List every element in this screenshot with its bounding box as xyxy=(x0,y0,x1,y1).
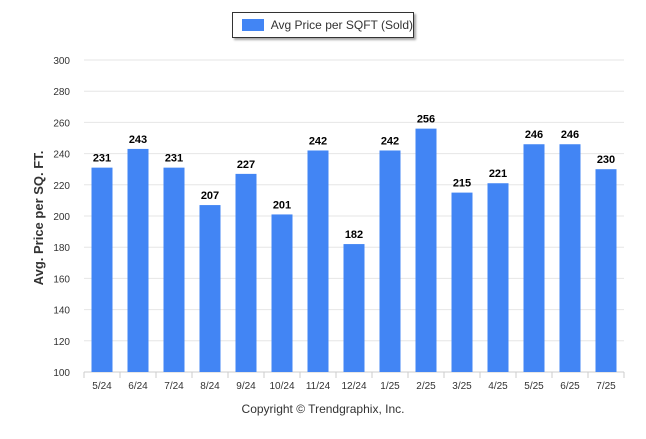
data-label: 242 xyxy=(309,135,327,147)
legend[interactable]: Avg Price per SQFT (Sold) xyxy=(232,12,414,38)
x-tick-label: 6/25 xyxy=(560,381,580,392)
data-label: 256 xyxy=(417,114,435,126)
data-label: 242 xyxy=(381,135,399,147)
bar[interactable] xyxy=(163,167,185,372)
bar[interactable] xyxy=(379,150,401,372)
y-tick-label: 160 xyxy=(53,274,70,285)
bars xyxy=(91,128,617,372)
bar[interactable] xyxy=(415,128,437,372)
y-tick-label: 180 xyxy=(53,243,70,254)
data-labels: 231 243 231 207 227 201 242 182 242 256 215 221 246 2… xyxy=(93,114,615,241)
data-label: 182 xyxy=(345,229,363,241)
y-tick-label: 260 xyxy=(53,118,70,129)
x-tick-label: 3/25 xyxy=(452,381,472,392)
data-label: 201 xyxy=(273,199,291,211)
y-tick-label: 100 xyxy=(53,368,70,379)
bar[interactable] xyxy=(91,167,113,372)
y-tick-label: 200 xyxy=(53,212,70,223)
x-tick-label: 7/25 xyxy=(596,381,616,392)
x-axis: 5/24 6/24 7/24 8/24 9/24 10/24 11/24 12/24 1/25 2… xyxy=(83,372,625,392)
legend-swatch xyxy=(242,19,264,31)
y-axis: 100 120 140 160 180 200 220 240 260 280 300 xyxy=(53,56,70,379)
y-axis-title: Avg. Price per SQ. FT. xyxy=(31,151,46,286)
x-tick-label: 8/24 xyxy=(200,381,220,392)
data-label: 243 xyxy=(129,134,147,146)
x-tick-label: 5/25 xyxy=(524,381,544,392)
x-tick-label: 9/24 xyxy=(236,381,256,392)
data-label: 246 xyxy=(525,129,543,141)
data-label: 230 xyxy=(597,154,615,166)
x-tick-label: 10/24 xyxy=(269,381,294,392)
bar[interactable] xyxy=(199,205,221,372)
x-tick-label: 11/24 xyxy=(306,381,331,392)
y-tick-label: 120 xyxy=(53,337,70,348)
x-tick-label: 1/25 xyxy=(380,381,400,392)
y-tick-label: 140 xyxy=(53,306,70,317)
bar[interactable] xyxy=(343,244,365,372)
copyright-footer: Copyright © Trendgraphix, Inc. xyxy=(241,402,405,416)
bar[interactable] xyxy=(127,148,149,372)
data-label: 215 xyxy=(453,178,471,190)
x-tick-label: 5/24 xyxy=(92,381,112,392)
data-label: 246 xyxy=(561,129,579,141)
y-tick-label: 280 xyxy=(53,87,70,98)
bar[interactable] xyxy=(235,173,257,372)
bar[interactable] xyxy=(595,169,617,372)
bar[interactable] xyxy=(271,214,293,372)
bar[interactable] xyxy=(451,192,473,372)
x-tick-label: 6/24 xyxy=(128,381,148,392)
legend-label: Avg Price per SQFT (Sold) xyxy=(270,18,413,32)
y-tick-label: 300 xyxy=(53,56,70,67)
y-tick-label: 220 xyxy=(53,181,70,192)
x-tick-label: 2/25 xyxy=(416,381,436,392)
data-label: 231 xyxy=(93,153,111,165)
bar[interactable] xyxy=(307,150,329,372)
data-label: 221 xyxy=(489,168,507,180)
bar[interactable] xyxy=(559,144,581,372)
data-label: 227 xyxy=(237,159,255,171)
x-tick-label: 12/24 xyxy=(341,381,366,392)
y-tick-label: 240 xyxy=(53,150,70,161)
x-tick-label: 4/25 xyxy=(488,381,508,392)
data-label: 207 xyxy=(201,190,219,202)
bar[interactable] xyxy=(523,144,545,372)
x-tick-label: 7/24 xyxy=(164,381,184,392)
bar[interactable] xyxy=(487,183,509,372)
data-label: 231 xyxy=(165,153,183,165)
